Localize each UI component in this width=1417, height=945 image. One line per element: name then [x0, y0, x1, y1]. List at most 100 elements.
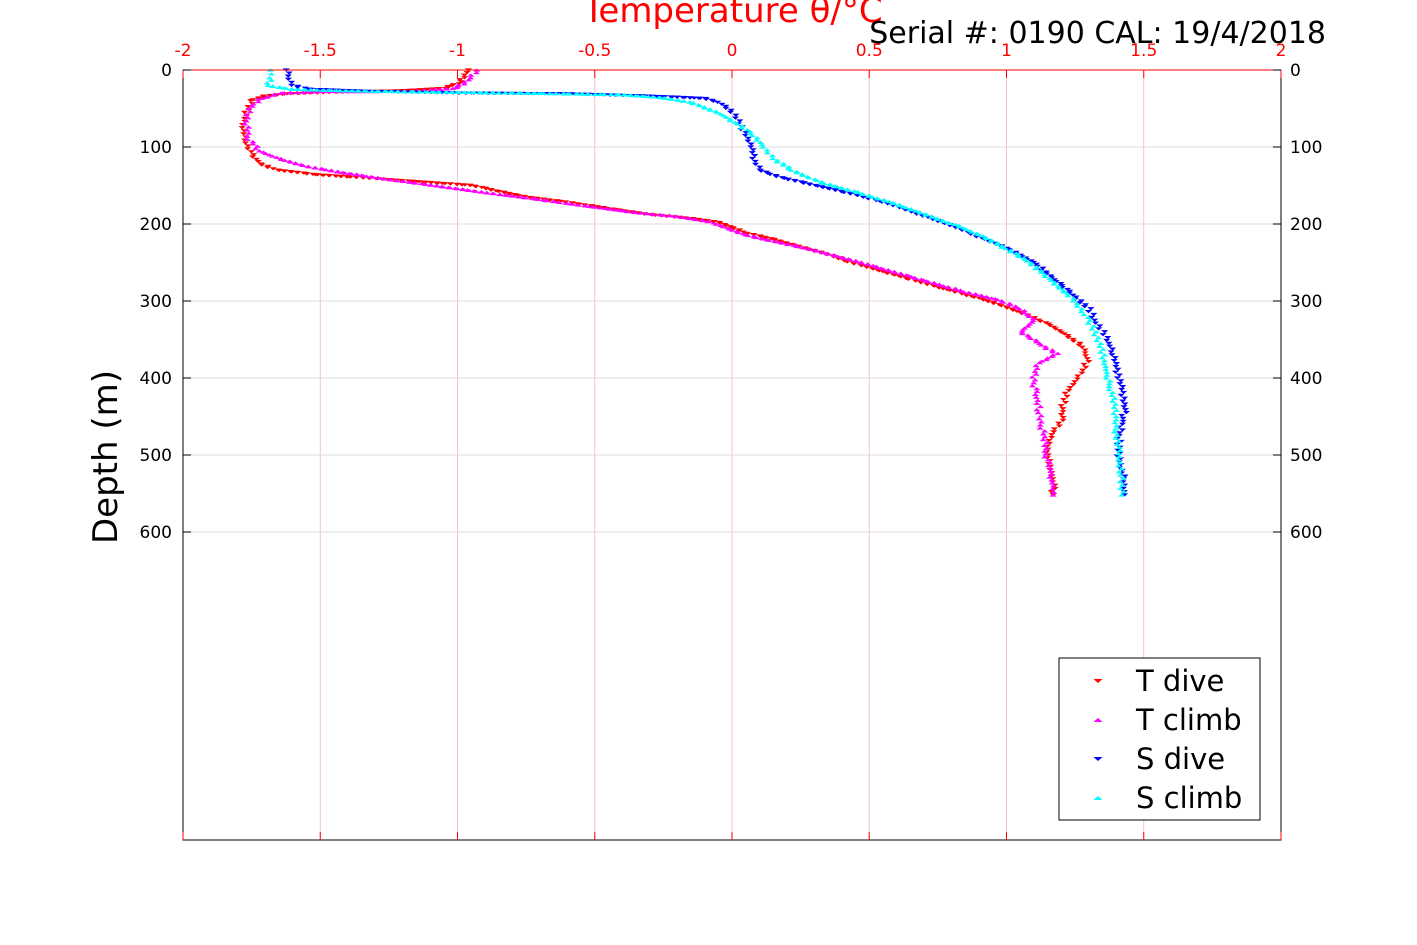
data-point — [410, 90, 418, 94]
data-point — [1077, 299, 1085, 303]
data-point — [1060, 332, 1068, 336]
data-point — [472, 185, 480, 189]
data-point — [1059, 415, 1067, 420]
data-point — [831, 188, 839, 193]
data-point — [1099, 347, 1107, 351]
data-point — [1117, 467, 1126, 471]
data-point — [1055, 421, 1063, 425]
data-point — [912, 209, 920, 213]
data-point — [1031, 378, 1039, 382]
data-point — [784, 178, 792, 182]
data-point — [465, 78, 473, 82]
data-point — [1055, 286, 1063, 290]
data-point — [543, 199, 551, 203]
data-point — [1045, 322, 1053, 326]
data-point — [294, 85, 302, 89]
data-point — [1041, 274, 1049, 278]
data-point — [1113, 376, 1121, 380]
data-point — [637, 211, 645, 215]
data-point — [834, 254, 842, 258]
data-point — [962, 294, 971, 298]
data-point — [470, 90, 478, 95]
data-point — [482, 91, 491, 95]
data-point — [362, 174, 370, 178]
data-point — [607, 92, 615, 97]
data-point — [546, 198, 554, 202]
data-point — [1081, 351, 1089, 355]
data-point — [341, 171, 349, 175]
data-point — [1120, 490, 1128, 494]
data-point — [299, 163, 307, 168]
data-point — [998, 245, 1006, 249]
data-point — [509, 194, 517, 198]
data-point — [591, 205, 599, 209]
data-point — [921, 213, 929, 217]
data-point — [787, 168, 795, 172]
data-point — [238, 126, 246, 130]
data-point — [1117, 379, 1125, 383]
data-point — [242, 113, 250, 117]
data-point — [978, 294, 986, 298]
data-point — [1048, 433, 1056, 437]
data-point — [1105, 341, 1113, 345]
data-point — [1112, 427, 1120, 431]
data-point — [312, 90, 320, 94]
data-point — [931, 281, 939, 286]
data-point — [320, 88, 328, 92]
data-point — [337, 174, 345, 179]
data-point — [258, 96, 266, 100]
data-point — [375, 89, 383, 93]
data-point — [826, 183, 834, 187]
data-point — [696, 96, 704, 100]
data-point — [881, 199, 889, 203]
data-point — [1001, 247, 1010, 251]
data-point — [1110, 405, 1118, 409]
data-point — [940, 219, 948, 223]
data-point — [1114, 464, 1122, 468]
data-point — [863, 265, 871, 270]
data-point — [247, 99, 255, 103]
y-tick-label-right: 600 — [1290, 523, 1322, 543]
data-point — [393, 178, 401, 183]
data-point — [1059, 418, 1067, 422]
data-point — [640, 94, 648, 98]
data-point — [868, 195, 877, 199]
data-point — [1116, 473, 1125, 477]
data-point — [1114, 458, 1123, 462]
data-point — [346, 175, 355, 179]
data-point — [765, 238, 773, 242]
data-point — [759, 145, 767, 149]
data-point — [535, 197, 543, 201]
data-point — [1118, 387, 1126, 392]
data-point — [387, 89, 395, 94]
data-point — [245, 131, 253, 135]
data-point — [912, 276, 920, 280]
data-point — [246, 109, 254, 114]
data-point — [1030, 381, 1038, 385]
data-point — [263, 81, 271, 85]
data-point — [1039, 266, 1047, 270]
data-point — [744, 139, 752, 143]
data-point — [1111, 356, 1119, 360]
data-point — [472, 189, 480, 193]
data-point — [1050, 280, 1059, 284]
data-point — [709, 99, 717, 103]
data-point — [1054, 351, 1062, 355]
data-point — [411, 181, 420, 185]
data-point — [1018, 331, 1027, 336]
data-point — [839, 256, 847, 260]
data-point — [743, 232, 752, 236]
data-point — [668, 95, 676, 99]
data-point — [1037, 420, 1045, 424]
data-point — [833, 185, 841, 189]
data-point — [1116, 479, 1124, 484]
data-point — [846, 258, 854, 262]
data-point — [1055, 329, 1064, 333]
data-point — [294, 171, 302, 175]
data-point — [769, 156, 777, 161]
data-point — [489, 91, 498, 95]
data-point — [1084, 321, 1092, 325]
data-point — [1047, 472, 1055, 476]
data-point — [1119, 476, 1128, 480]
